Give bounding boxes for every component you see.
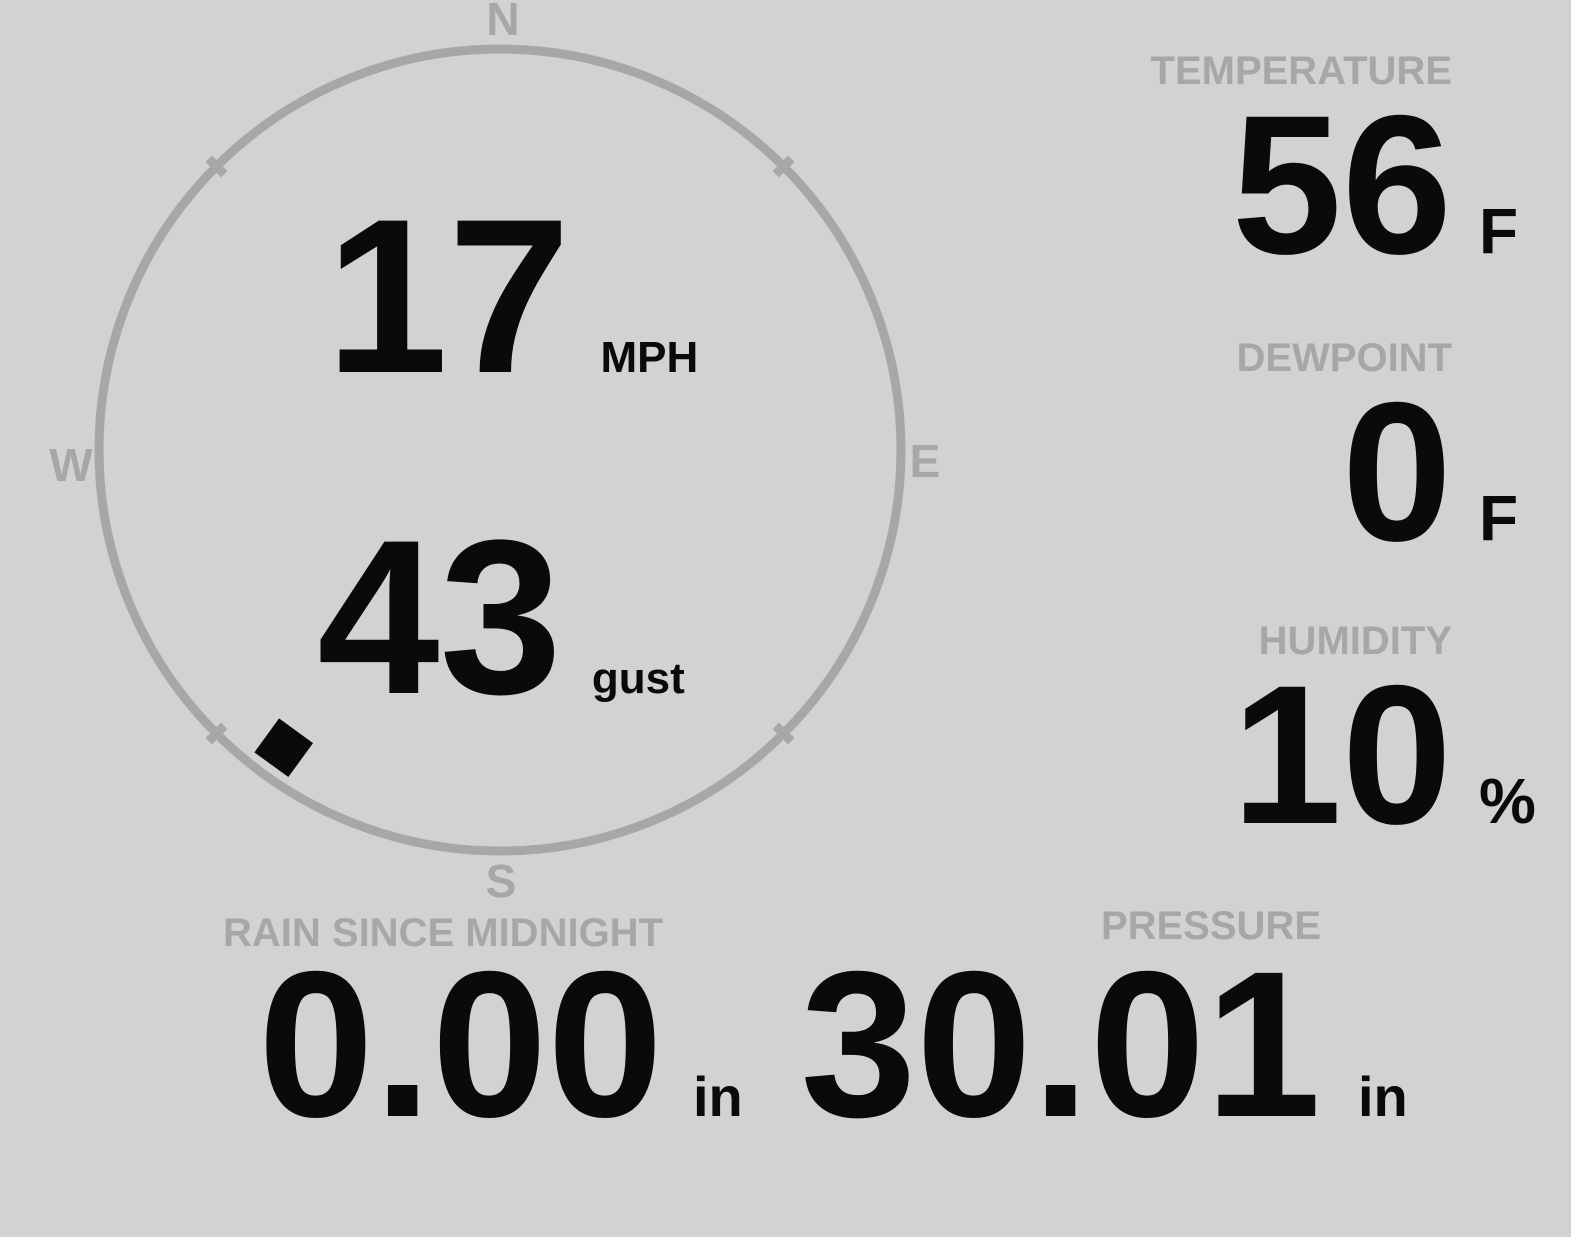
pressure-unit: in [1358, 1065, 1408, 1128]
rain-unit: in [693, 1065, 743, 1128]
rain-block: RAIN SINCE MIDNIGHT 0.00 in [223, 911, 743, 1161]
cardinal-west-label: W [49, 439, 93, 491]
temperature-reading: 56 F [1151, 86, 1555, 284]
dewpoint-label: DEWPOINT [1236, 336, 1452, 380]
humidity-unit: % [1479, 765, 1536, 837]
pressure-block: PRESSURE 30.01 in [800, 904, 1408, 1161]
humidity-value: 10 [1231, 644, 1452, 865]
wind-gust-value: 43 [317, 494, 562, 740]
dewpoint-reading: 0 F [1236, 373, 1555, 571]
wind-gust-unit: gust [591, 654, 685, 703]
compass-graphic [94, 44, 906, 856]
humidity-reading: 10 % [1232, 656, 1555, 854]
rain-label: RAIN SINCE MIDNIGHT [223, 911, 663, 955]
wind-speed-unit: MPH [600, 333, 699, 382]
cardinal-north-label: N [486, 0, 520, 45]
rain-value: 0.00 [258, 929, 663, 1161]
rain-reading: 0.00 in [223, 929, 743, 1161]
cardinal-east-label: E [909, 435, 941, 487]
wind-speed-value: 17 [325, 173, 571, 419]
temperature-block: TEMPERATURE 56 F [1151, 51, 1555, 284]
temperature-label: TEMPERATURE [1150, 49, 1452, 93]
temperature-value: 56 [1231, 74, 1452, 295]
wind-direction-marker [254, 718, 314, 778]
humidity-block: HUMIDITY 10 % [1232, 621, 1555, 854]
wind-speed-group: 17 MPH [326, 186, 699, 406]
compass-tick [205, 722, 228, 745]
dewpoint-value: 0 [1341, 361, 1452, 582]
compass-tick [772, 155, 795, 178]
dewpoint-block: DEWPOINT 0 F [1236, 338, 1555, 571]
dewpoint-unit: F [1479, 482, 1519, 554]
wind-gust-group: 43 gust [317, 507, 685, 727]
compass-tick [772, 722, 795, 745]
compass-ring [94, 44, 906, 856]
wind-compass: N E S W 17 MPH 43 gust [0, 0, 1010, 920]
pressure-value: 30.01 [800, 929, 1321, 1161]
humidity-label: HUMIDITY [1258, 619, 1452, 663]
cardinal-south-label: S [485, 855, 517, 907]
compass-tick [205, 155, 228, 178]
temperature-unit: F [1479, 195, 1519, 267]
compass-ticks [205, 155, 795, 745]
pressure-reading: 30.01 in [800, 929, 1408, 1161]
pressure-label: PRESSURE [1100, 904, 1321, 948]
